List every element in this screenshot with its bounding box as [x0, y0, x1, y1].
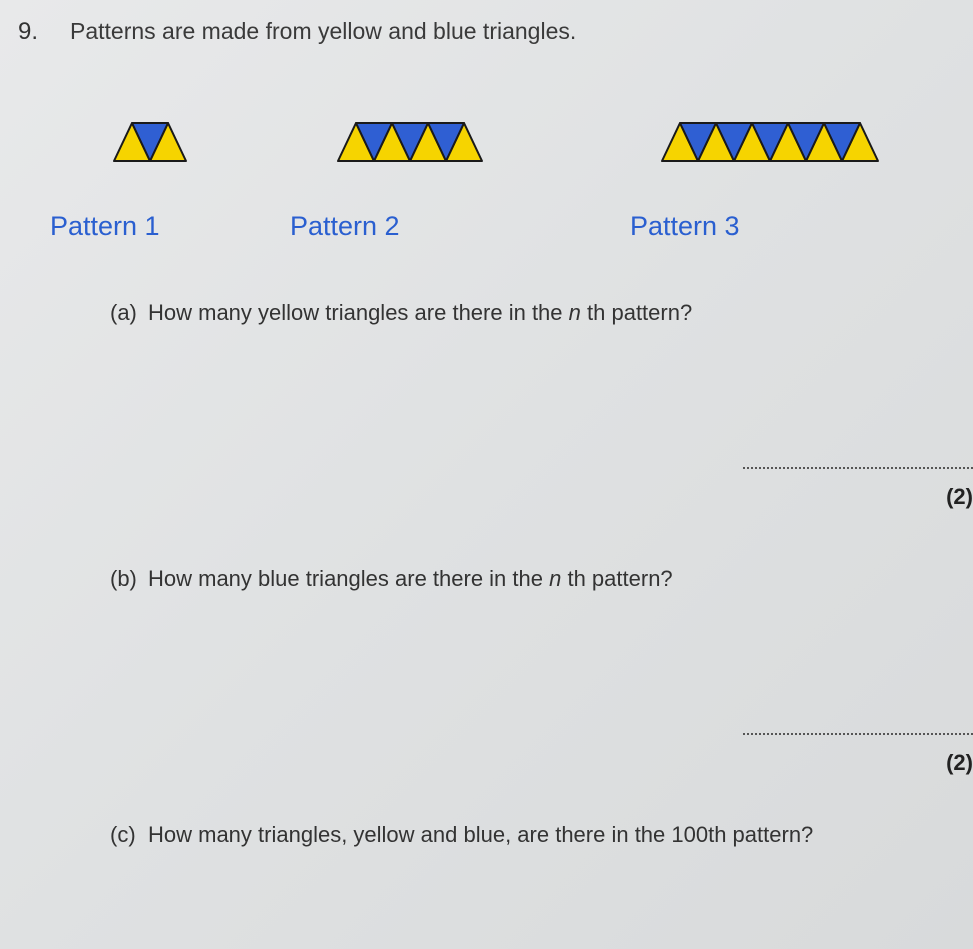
subq-a-pre: How many yellow triangles are there in t… — [148, 300, 569, 325]
pattern-1-figure — [60, 121, 240, 163]
subq-b-text: How many blue triangles are there in the… — [148, 566, 973, 592]
subq-c-text: How many triangles, yellow and blue, are… — [148, 822, 973, 848]
subq-a-letter: (a) — [110, 300, 148, 326]
pattern-3-figure — [580, 121, 960, 163]
pattern-2-svg — [336, 121, 484, 163]
subquestion-a: (a) How many yellow triangles are there … — [0, 300, 973, 326]
patterns-row — [0, 121, 973, 163]
answer-line-b — [0, 722, 973, 740]
answer-line-a — [0, 456, 973, 474]
pattern-3-label: Pattern 3 — [540, 211, 840, 242]
question-header: 9. Patterns are made from yellow and blu… — [0, 18, 973, 46]
subq-c-letter: (c) — [110, 822, 148, 848]
question-prompt: Patterns are made from yellow and blue t… — [70, 18, 576, 45]
dotted-line-icon — [743, 731, 973, 735]
marks-a: (2) — [0, 484, 973, 510]
pattern-1-label: Pattern 1 — [50, 211, 250, 242]
marks-b: (2) — [0, 750, 973, 776]
subq-a-suffix: th pattern? — [581, 300, 692, 325]
pattern-2-label: Pattern 2 — [250, 211, 540, 242]
pattern-3-svg — [660, 121, 880, 163]
pattern-2-figure — [260, 121, 560, 163]
subq-b-suffix: th pattern? — [561, 566, 672, 591]
pattern-labels-row: Pattern 1 Pattern 2 Pattern 3 — [0, 211, 973, 242]
subq-b-pre: How many blue triangles are there in the — [148, 566, 549, 591]
subq-b-var: n — [549, 566, 561, 591]
question-number: 9. — [0, 18, 70, 46]
worksheet-page: 9. Patterns are made from yellow and blu… — [0, 0, 973, 848]
subquestion-b: (b) How many blue triangles are there in… — [0, 566, 973, 592]
subq-b-letter: (b) — [110, 566, 148, 592]
subq-a-text: How many yellow triangles are there in t… — [148, 300, 973, 326]
subquestion-c: (c) How many triangles, yellow and blue,… — [0, 822, 973, 848]
subq-a-var: n — [569, 300, 581, 325]
dotted-line-icon — [743, 465, 973, 469]
pattern-1-svg — [112, 121, 188, 163]
